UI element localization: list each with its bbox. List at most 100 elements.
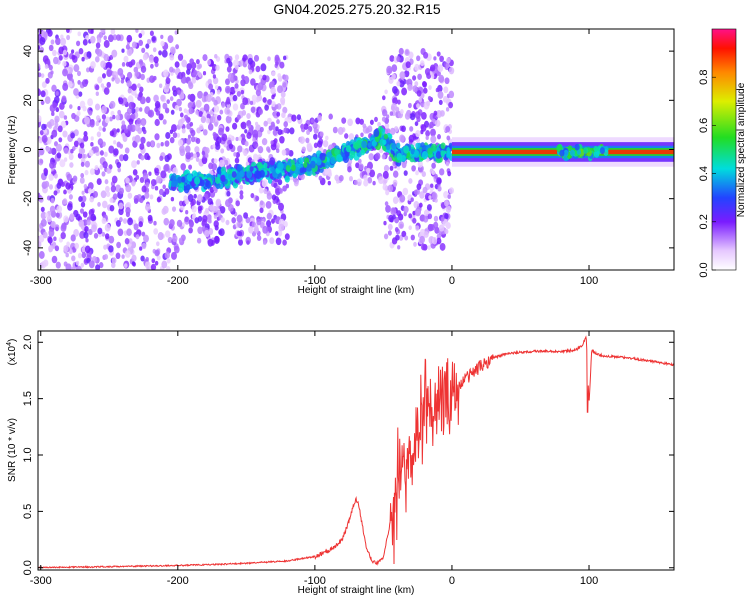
spec-xtick-label: -100 <box>304 275 326 287</box>
spectrogram-cell <box>103 151 108 157</box>
spectrogram-cell <box>429 224 435 231</box>
spectrogram-cell <box>349 176 353 182</box>
spectrogram-cell <box>191 205 197 213</box>
spectrogram-cell <box>48 184 54 190</box>
spectrogram-cell <box>214 121 218 127</box>
spectrogram-cell <box>401 161 407 169</box>
spectrogram-cell <box>386 65 393 74</box>
spectrogram-cell <box>205 214 212 223</box>
spectrogram-cell <box>65 263 72 270</box>
spectrogram-cell <box>244 129 248 134</box>
spectrogram-cell <box>233 152 237 157</box>
spectrogram-cell <box>360 149 366 156</box>
spectrogram-cell <box>283 74 289 82</box>
spectrogram-cell <box>71 266 75 270</box>
spectrogram-cell <box>234 54 240 61</box>
spectrogram-cell <box>212 74 217 79</box>
spectrogram-cell <box>131 83 137 91</box>
spectrogram-cell <box>403 206 409 214</box>
spectrogram-cell <box>58 137 63 143</box>
spectrogram-cell <box>83 184 88 189</box>
spectrogram-cell <box>156 175 162 184</box>
spectrogram-cell <box>40 211 47 220</box>
spectrogram-cell <box>396 152 403 161</box>
spectrogram-cell <box>277 73 282 79</box>
spectrogram-cell <box>270 166 275 173</box>
spectrogram-cell <box>38 152 41 158</box>
spectrogram-cell <box>243 212 249 219</box>
spectrogram-cell <box>174 30 178 35</box>
spectrogram-cell <box>139 96 146 105</box>
spectrogram-cell <box>210 116 216 124</box>
spectrogram-cell <box>148 171 152 176</box>
spectrogram-cell <box>277 128 283 136</box>
spectrogram-cell <box>216 209 221 217</box>
spectrogram-cell <box>140 255 145 262</box>
colorbar: 0.0 0.2 0.4 0.6 0.8 Normalized spectral ampl… <box>698 28 747 278</box>
spectrogram-cell <box>103 40 110 48</box>
spectrogram-cell <box>408 134 415 143</box>
spectrogram-cell <box>232 122 238 130</box>
spectrogram-cell <box>437 90 444 99</box>
spectrogram-cell <box>84 169 89 176</box>
spectrogram-cell <box>357 158 362 164</box>
spectrogram-cell <box>367 142 372 148</box>
spectrogram-cell <box>50 70 54 75</box>
spectrogram-cell <box>53 190 58 196</box>
spectrogram-cell <box>122 135 128 142</box>
spectrogram-cell <box>239 184 244 190</box>
spectrogram-cell <box>336 154 343 163</box>
spectrogram-cell <box>416 90 422 97</box>
spectrogram-cell <box>415 225 420 231</box>
spectrogram-cell <box>103 35 107 41</box>
spectrogram-cell <box>186 184 191 191</box>
spectrogram-cell <box>60 120 67 129</box>
spectrogram-cell <box>317 114 322 122</box>
spectrogram-cell <box>396 81 401 87</box>
spectrogram-cell <box>63 245 69 253</box>
spectrogram-cell <box>90 141 94 147</box>
spectrogram-cell <box>124 263 128 268</box>
spectrogram-cell <box>259 221 265 229</box>
spectrogram-cell <box>328 113 333 120</box>
spectrogram-dots <box>38 29 674 270</box>
spectrogram-cell <box>109 100 116 109</box>
spectrogram-cell <box>383 164 390 172</box>
spectrogram-cell <box>279 61 285 69</box>
spectrogram-cell <box>95 120 100 127</box>
spectrogram-cell <box>412 75 417 81</box>
spectrogram-cell <box>39 129 44 136</box>
spectrogram-cell <box>54 122 59 128</box>
spectrogram-cell <box>181 128 186 134</box>
spectrogram-cell <box>96 131 102 138</box>
spectrogram-cell <box>274 104 279 110</box>
spectrogram-cell <box>146 266 150 270</box>
spectrogram-cell <box>334 148 340 156</box>
spectrogram-cell <box>177 139 184 147</box>
spectrogram-cell <box>238 136 242 141</box>
spectrogram-cell <box>431 192 438 200</box>
spectrogram-cell <box>88 260 95 269</box>
spectrogram-cell <box>48 245 54 253</box>
spectrogram-cell <box>326 151 332 159</box>
spectrogram-cell <box>264 104 269 111</box>
snr-ytick-label: 0.5 <box>22 504 34 519</box>
spectrogram-cell <box>127 95 134 104</box>
spectrogram-cell <box>218 159 225 168</box>
spectrogram-cell <box>138 59 143 65</box>
spectrogram-cell <box>401 125 406 133</box>
spectrogram-cell <box>104 116 110 124</box>
snr-panel: -300 -200 -100 0 100 0.0 0.5 1.0 1.5 2.0 Height o… <box>6 330 675 596</box>
spectrogram-cell <box>318 175 323 181</box>
spectrogram-cell <box>189 58 195 65</box>
spectrogram-cell <box>63 157 68 162</box>
spectrogram-cell <box>427 213 433 220</box>
spectrogram-cell <box>56 152 62 159</box>
spectrogram-cell <box>204 229 210 238</box>
spectrogram-cell <box>73 229 79 237</box>
spectrogram-cell <box>131 261 136 266</box>
spectrogram-cell <box>158 50 162 56</box>
spectrogram-cell <box>344 133 349 139</box>
spectrogram-cell <box>263 120 268 127</box>
spectrogram-cell <box>63 189 67 195</box>
